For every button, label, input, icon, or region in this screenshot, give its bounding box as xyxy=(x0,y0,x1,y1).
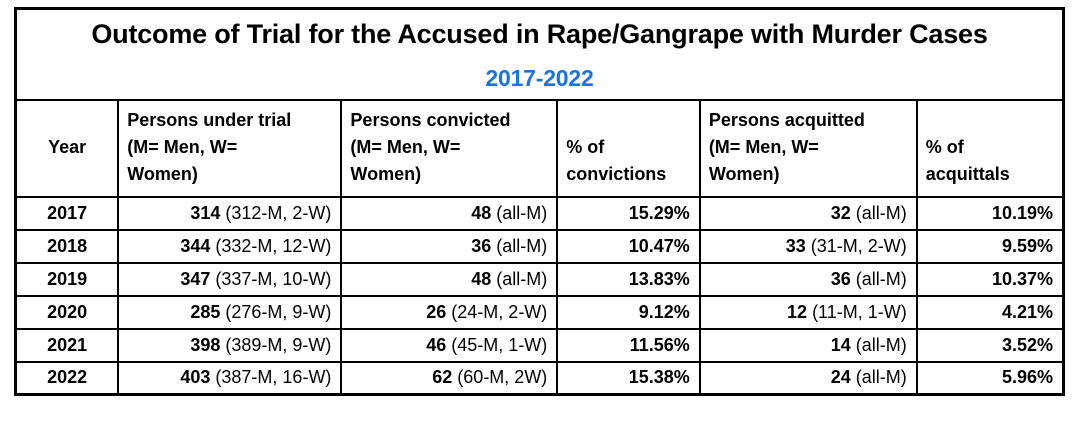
acquitted-count: 14 xyxy=(830,334,851,355)
page-title: Outcome of Trial for the Accused in Rape… xyxy=(91,19,988,49)
convicted-count: 26 xyxy=(426,301,447,322)
table-row: 2022 403 (387-M, 16-W) 62 (60-M, 2W) 15.38… xyxy=(14,360,1065,396)
table-body: 2017 314 (312-M, 2-W) 48 (all-M) 15.29% 32… xyxy=(14,195,1065,396)
under-trial-count: 398 xyxy=(190,334,221,355)
under-trial-detail: (389-M, 9-W) xyxy=(225,334,332,355)
pct-convictions-cell: 13.83% xyxy=(556,261,701,297)
convicted-cell: 48 (all-M) xyxy=(340,261,559,297)
year-cell: 2020 xyxy=(14,294,120,330)
outcome-table: Outcome of Trial for the Accused in Rape… xyxy=(14,7,1065,396)
acquitted-cell: 24 (all-M) xyxy=(698,360,918,396)
acquitted-detail: (all-M) xyxy=(855,334,907,355)
convicted-detail: (45-M, 1-W) xyxy=(451,334,548,355)
acquitted-count: 33 xyxy=(785,235,806,256)
col-header-year: Year xyxy=(14,98,120,198)
under-trial-cell: 398 (389-M, 9-W) xyxy=(117,327,343,363)
col-header-under-trial: Persons under trial (M= Men, W= Women) xyxy=(117,98,343,198)
title-row: Outcome of Trial for the Accused in Rape… xyxy=(14,7,1065,101)
acquitted-detail: (all-M) xyxy=(855,268,907,289)
acquitted-count: 36 xyxy=(830,268,851,289)
col-header-pct-convictions: % of convictions xyxy=(556,98,701,198)
under-trial-cell: 347 (337-M, 10-W) xyxy=(117,261,343,297)
acquitted-cell: 12 (11-M, 1-W) xyxy=(698,294,918,330)
header-row: Year Persons under trial (M= Men, W= Wom… xyxy=(14,98,1065,198)
table-row: 2020 285 (276-M, 9-W) 26 (24-M, 2-W) 9.12%… xyxy=(14,294,1065,330)
table-row: 2018 344 (332-M, 12-W) 36 (all-M) 10.47% 3… xyxy=(14,228,1065,264)
acquitted-detail: (31-M, 2-W) xyxy=(810,235,907,256)
pct-acquittals-cell: 9.59% xyxy=(915,228,1065,264)
convicted-cell: 62 (60-M, 2W) xyxy=(340,360,559,396)
convicted-cell: 48 (all-M) xyxy=(340,195,559,231)
convicted-count: 48 xyxy=(471,268,492,289)
under-trial-detail: (332-M, 12-W) xyxy=(215,235,332,256)
acquitted-cell: 33 (31-M, 2-W) xyxy=(698,228,918,264)
under-trial-count: 314 xyxy=(190,202,221,223)
under-trial-count: 285 xyxy=(190,301,221,322)
pct-acquittals-cell: 3.52% xyxy=(915,327,1065,363)
under-trial-cell: 403 (387-M, 16-W) xyxy=(117,360,343,396)
pct-acquittals-cell: 10.37% xyxy=(915,261,1065,297)
acquitted-cell: 32 (all-M) xyxy=(698,195,918,231)
convicted-count: 48 xyxy=(471,202,492,223)
convicted-count: 36 xyxy=(471,235,492,256)
acquitted-count: 24 xyxy=(830,367,851,388)
pct-acquittals-cell: 10.19% xyxy=(915,195,1065,231)
table-row: 2017 314 (312-M, 2-W) 48 (all-M) 15.29% 32… xyxy=(14,195,1065,231)
pct-convictions-cell: 11.56% xyxy=(556,327,701,363)
pct-convictions-cell: 15.29% xyxy=(556,195,701,231)
under-trial-detail: (312-M, 2-W) xyxy=(225,202,332,223)
convicted-detail: (all-M) xyxy=(496,268,548,289)
under-trial-detail: (337-M, 10-W) xyxy=(215,268,332,289)
year-cell: 2022 xyxy=(14,360,120,396)
page-subtitle: 2017-2022 xyxy=(485,64,594,91)
under-trial-count: 344 xyxy=(180,235,211,256)
under-trial-cell: 285 (276-M, 9-W) xyxy=(117,294,343,330)
pct-acquittals-cell: 5.96% xyxy=(915,360,1065,396)
under-trial-cell: 344 (332-M, 12-W) xyxy=(117,228,343,264)
under-trial-detail: (387-M, 16-W) xyxy=(215,367,332,388)
pct-convictions-cell: 10.47% xyxy=(556,228,701,264)
acquitted-cell: 36 (all-M) xyxy=(698,261,918,297)
pct-acquittals-cell: 4.21% xyxy=(915,294,1065,330)
convicted-detail: (all-M) xyxy=(496,235,548,256)
convicted-count: 62 xyxy=(432,367,453,388)
convicted-detail: (24-M, 2-W) xyxy=(451,301,548,322)
year-cell: 2017 xyxy=(14,195,120,231)
under-trial-detail: (276-M, 9-W) xyxy=(225,301,332,322)
acquitted-detail: (all-M) xyxy=(855,367,907,388)
col-header-pct-acquittals: % of acquittals xyxy=(915,98,1065,198)
title-block: Outcome of Trial for the Accused in Rape… xyxy=(14,7,1065,101)
acquitted-detail: (all-M) xyxy=(855,202,907,223)
acquitted-count: 32 xyxy=(830,202,851,223)
year-cell: 2019 xyxy=(14,261,120,297)
convicted-cell: 36 (all-M) xyxy=(340,228,559,264)
acquitted-count: 12 xyxy=(787,301,808,322)
under-trial-count: 347 xyxy=(180,268,211,289)
table-row: 2021 398 (389-M, 9-W) 46 (45-M, 1-W) 11.56… xyxy=(14,327,1065,363)
pct-convictions-cell: 15.38% xyxy=(556,360,701,396)
table-row: 2019 347 (337-M, 10-W) 48 (all-M) 13.83% 3… xyxy=(14,261,1065,297)
convicted-count: 46 xyxy=(426,334,447,355)
col-header-convicted: Persons convicted (M= Men, W= Women) xyxy=(340,98,559,198)
convicted-cell: 26 (24-M, 2-W) xyxy=(340,294,559,330)
under-trial-count: 403 xyxy=(180,367,211,388)
convicted-detail: (60-M, 2W) xyxy=(457,367,548,388)
under-trial-cell: 314 (312-M, 2-W) xyxy=(117,195,343,231)
pct-convictions-cell: 9.12% xyxy=(556,294,701,330)
col-header-acquitted: Persons acquitted (M= Men, W= Women) xyxy=(698,98,918,198)
convicted-detail: (all-M) xyxy=(496,202,548,223)
acquitted-detail: (11-M, 1-W) xyxy=(812,301,907,322)
year-cell: 2021 xyxy=(14,327,120,363)
acquitted-cell: 14 (all-M) xyxy=(698,327,918,363)
year-cell: 2018 xyxy=(14,228,120,264)
convicted-cell: 46 (45-M, 1-W) xyxy=(340,327,559,363)
